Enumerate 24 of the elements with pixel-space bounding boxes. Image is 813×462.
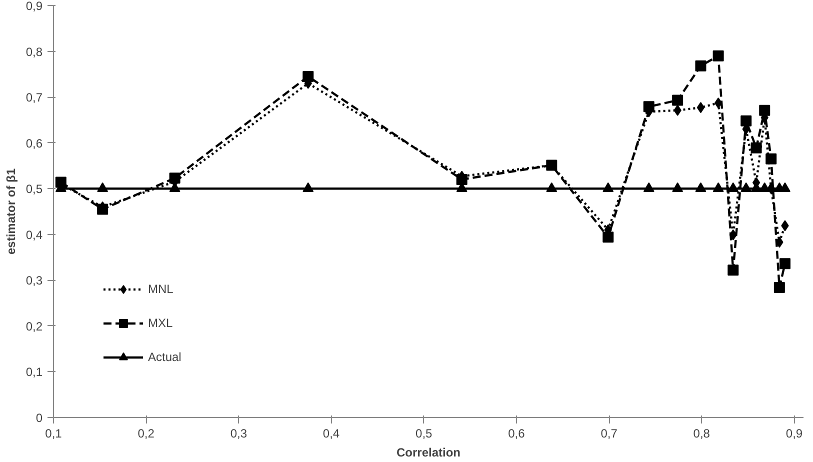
x-tick-label: 0,1: [45, 426, 62, 440]
x-tick-label: 0,5: [416, 426, 433, 440]
x-tick-label: 0,3: [230, 426, 248, 440]
y-tick-label: 0: [36, 411, 43, 425]
x-tick-label: 0,9: [786, 426, 803, 440]
y-tick-label: 0,7: [26, 90, 43, 105]
x-tick-label: 0,2: [138, 426, 155, 440]
x-tick-label: 0,6: [508, 426, 526, 440]
y-tick-label: 0,2: [26, 319, 43, 334]
y-tick-label: 0,5: [26, 182, 43, 196]
x-axis-title: Correlation: [396, 446, 461, 460]
legend-label: MNL: [148, 282, 174, 296]
y-tick-label: 0,4: [26, 228, 43, 242]
x-tick-label: 0,7: [600, 426, 618, 440]
y-tick-label: 0,9: [26, 0, 43, 13]
x-tick-label: 0,8: [693, 426, 710, 440]
x-tick-label: 0,4: [322, 426, 340, 440]
y-tick-label: 0,3: [26, 274, 43, 288]
y-tick-label: 0,1: [26, 365, 43, 380]
legend-label: Actual: [148, 350, 182, 364]
y-tick-label: 0,8: [26, 44, 43, 59]
y-tick-label: 0,6: [26, 136, 43, 150]
y-axis-title: estimator of β1: [4, 168, 18, 255]
legend-label: MXL: [148, 316, 173, 330]
